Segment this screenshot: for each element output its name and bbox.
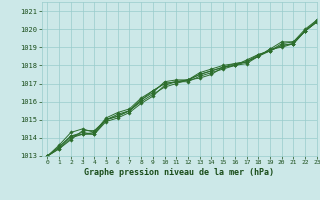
X-axis label: Graphe pression niveau de la mer (hPa): Graphe pression niveau de la mer (hPa) — [84, 168, 274, 177]
